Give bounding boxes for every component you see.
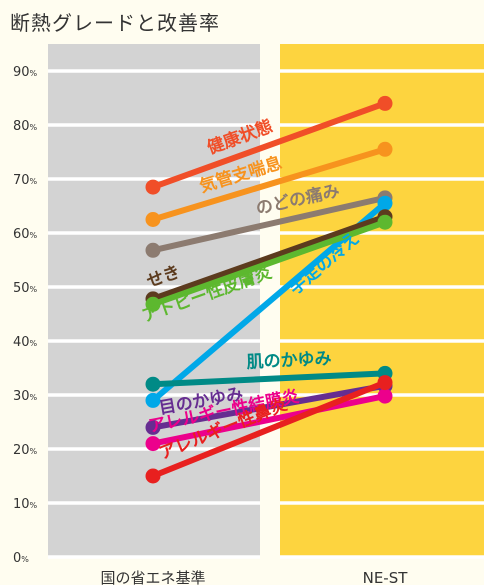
y-tick-label: 40%: [13, 335, 38, 350]
chart-title: 断熱グレードと改善率: [10, 11, 220, 35]
series-point: [377, 95, 393, 111]
y-tick-label: 80%: [13, 119, 38, 134]
series-point: [377, 195, 393, 211]
series-line-10: [150, 379, 388, 479]
series-line-7: [150, 370, 388, 388]
series-line-1: [150, 100, 388, 191]
x-category-label: NE-ST: [363, 569, 409, 585]
series-label: 肌のかゆみ: [246, 349, 332, 373]
y-tick-label: 10%: [13, 497, 38, 512]
y-tick-label: 50%: [13, 281, 38, 296]
series-point: [145, 419, 161, 435]
series-point: [145, 468, 161, 484]
series-point: [377, 214, 393, 230]
y-tick-label: 30%: [13, 389, 38, 404]
y-tick-label: 0%: [13, 551, 29, 566]
series-line-8: [150, 382, 388, 431]
series-point: [145, 242, 161, 258]
series-line-3: [150, 194, 388, 254]
series-point: [377, 388, 393, 404]
series-point: [377, 141, 393, 157]
series-point: [145, 296, 161, 312]
series-line-5: [150, 213, 388, 302]
category-band-2: [280, 44, 484, 557]
series-line-6: [150, 219, 388, 308]
series-line-2: [150, 146, 388, 223]
series-point: [145, 179, 161, 195]
series-point: [145, 376, 161, 392]
series-point: [377, 375, 393, 391]
x-category-label: 国の省エネ基準: [100, 569, 205, 585]
series-line-9: [150, 393, 388, 447]
y-tick-label: 70%: [13, 173, 38, 188]
series-point: [145, 436, 161, 452]
series-point: [145, 392, 161, 408]
y-tick-label: 20%: [13, 443, 38, 458]
y-tick-label: 90%: [13, 65, 38, 80]
y-tick-label: 60%: [13, 227, 38, 242]
series-point: [145, 212, 161, 227]
